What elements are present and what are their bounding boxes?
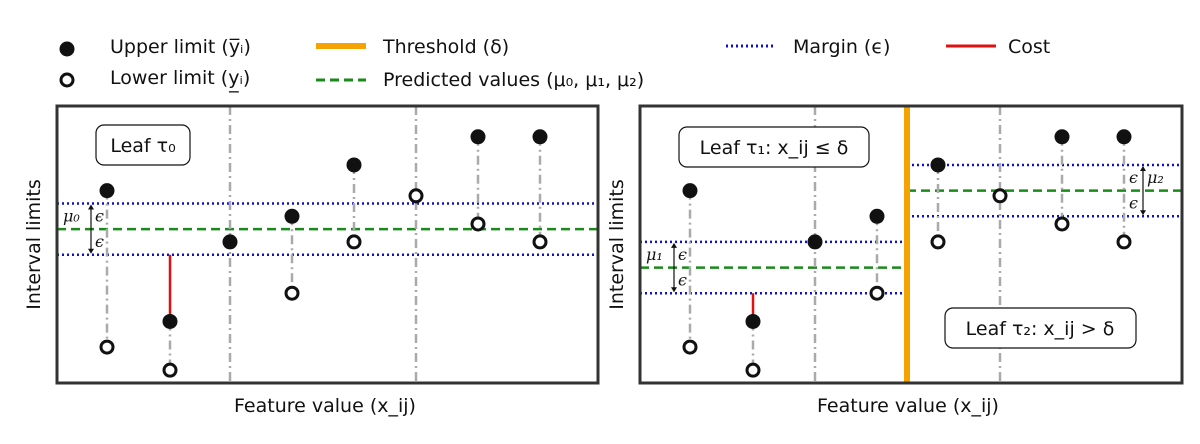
- upper-limit-point: [745, 313, 761, 329]
- y-axis-label: Interval limits: [606, 179, 628, 310]
- leaf-label: Leaf τ₂: x_ij > δ: [966, 318, 1115, 340]
- upper-limit-point: [532, 129, 548, 145]
- upper-limit-point: [807, 234, 823, 250]
- lower-limit-point: [162, 362, 178, 378]
- x-axis-label: Feature value (x_ij): [234, 395, 416, 417]
- mu-label: μ₀: [63, 206, 80, 225]
- leaf-label-box: [944, 307, 1137, 349]
- upper-limit-point: [682, 183, 698, 199]
- epsilon-label: ϵ: [1129, 193, 1138, 212]
- lower-limit-point: [745, 362, 761, 378]
- mu-label: μ₁: [646, 245, 663, 264]
- upper-limit-point: [930, 157, 946, 173]
- lower-limit-point: [869, 285, 885, 301]
- lower-limit-point: [1054, 216, 1070, 232]
- lower-limit-point: [682, 339, 698, 355]
- lower-limit-point: [346, 234, 362, 250]
- lower-limit-point: [532, 234, 548, 250]
- lower-limit-point: [408, 188, 424, 204]
- epsilon-label: ϵ: [95, 232, 104, 251]
- legend-predicted-label: Predicted values (μ₀, μ₁, μ₂): [383, 69, 644, 91]
- epsilon-arrowhead: [671, 242, 677, 248]
- legend-upper-label: Upper limit (y̅ᵢ): [110, 36, 251, 58]
- upper-limit-point: [1054, 129, 1070, 145]
- lower-limit-point: [1116, 234, 1132, 250]
- upper-limit-point: [162, 313, 178, 329]
- upper-limit-marker-icon: [59, 41, 75, 57]
- x-axis-label: Feature value (x_ij): [817, 395, 999, 417]
- leaf-label-box: [678, 126, 870, 168]
- lower-limit-marker-icon: [59, 72, 75, 88]
- lower-limit-point: [992, 188, 1008, 204]
- upper-limit-point: [222, 234, 238, 250]
- legend-lower-label: Lower limit (y̲ᵢ): [110, 67, 250, 93]
- lower-limit-point: [284, 285, 300, 301]
- epsilon-arrowhead: [1140, 165, 1146, 171]
- leaf-label-box: [95, 124, 191, 166]
- plot-frame: [638, 104, 1184, 385]
- y-axis-label: Interval limits: [23, 179, 45, 310]
- upper-limit-point: [470, 129, 486, 145]
- upper-limit-point: [346, 157, 362, 173]
- lower-limit-point: [99, 339, 115, 355]
- epsilon-label: ϵ: [678, 245, 687, 264]
- epsilon-label: ϵ: [95, 206, 104, 225]
- left-panel: Interval limits Feature value (x_ij) ϵϵ μ₀ L…: [23, 104, 600, 417]
- lower-limit-point: [470, 216, 486, 232]
- epsilon-arrowhead: [1140, 210, 1146, 216]
- upper-limit-point: [869, 208, 885, 224]
- legend: Upper limit (y̅ᵢ) Lower limit (y̲ᵢ) Thre…: [59, 36, 1050, 93]
- epsilon-label: ϵ: [678, 270, 687, 289]
- epsilon-arrowhead: [88, 248, 94, 254]
- leaf-label: Leaf τ₀: [110, 135, 175, 157]
- legend-threshold-label: Threshold (δ): [382, 36, 509, 58]
- leaf-label: Leaf τ₁: x_ij ≤ δ: [700, 137, 849, 159]
- epsilon-arrowhead: [88, 204, 94, 210]
- upper-limit-point: [284, 208, 300, 224]
- upper-limit-point: [99, 183, 115, 199]
- legend-margin-label: Margin (ϵ): [793, 36, 890, 58]
- epsilon-label: ϵ: [1129, 168, 1138, 187]
- epsilon-arrowhead: [671, 287, 677, 293]
- lower-limit-point: [930, 234, 946, 250]
- legend-cost-label: Cost: [1008, 36, 1050, 58]
- upper-limit-point: [1116, 129, 1132, 145]
- plot-frame: [55, 104, 600, 385]
- mu-label: μ₂: [1147, 168, 1164, 187]
